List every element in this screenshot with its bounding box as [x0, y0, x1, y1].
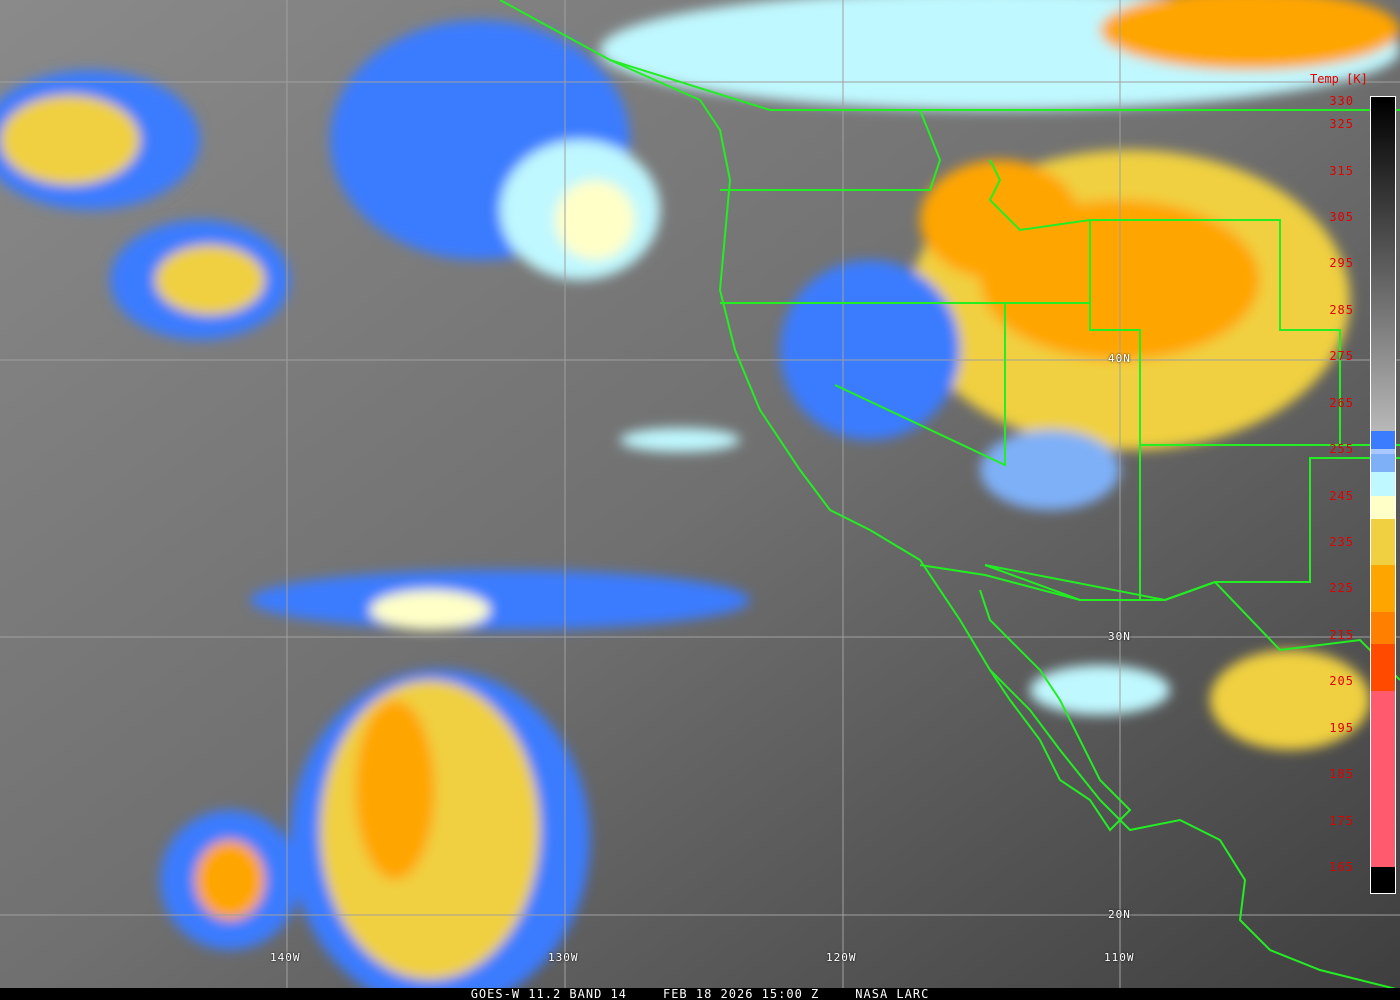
colorbar-tick-label: 245 [1329, 488, 1354, 503]
colorbar-segment [1371, 101, 1395, 431]
longitude-label-140w: 140W [270, 951, 301, 964]
colorbar-tick-label: 255 [1329, 442, 1354, 457]
colorbar-tick-label: 165 [1329, 860, 1354, 874]
colorbar-tick-label: 215 [1329, 627, 1354, 642]
baja-california [979, 589, 1132, 832]
colorbar-tick-label: 305 [1329, 210, 1354, 225]
coastlines-and-borders [499, 0, 1400, 991]
west-coast [499, 0, 1400, 991]
colorbar-segment [1371, 453, 1395, 473]
colorbar-tick-label: 295 [1329, 256, 1354, 271]
latitude-label-40n: 40N [1108, 352, 1131, 365]
longitude-label-110w: 110W [1104, 951, 1135, 964]
temperature-colorbar [1370, 96, 1396, 894]
us-canada-border [609, 59, 1400, 111]
colorbar-segment [1371, 565, 1395, 612]
colorbar-segment [1371, 495, 1395, 519]
longitude-label-120w: 120W [826, 951, 857, 964]
image-caption-bar: GOES-W 11.2 BAND 14 FEB 18 2026 15:00 Z NA… [0, 988, 1400, 1000]
legend-title: Temp [K] [1310, 72, 1368, 86]
colorbar-tick-label: 185 [1329, 767, 1354, 782]
colorbar-segment [1371, 518, 1395, 566]
latitude-label-20n: 20N [1108, 908, 1131, 921]
colorbar-segment [1371, 644, 1395, 691]
nv-border [834, 303, 1006, 467]
id-ut-border [1090, 219, 1341, 445]
colorbar-segment [1371, 430, 1395, 450]
colorbar-tick-label: 175 [1329, 813, 1354, 828]
colorbar-segment [1371, 690, 1395, 867]
colorbar-segment [1371, 611, 1395, 645]
colorbar-segment [1371, 472, 1395, 496]
caption-datetime: FEB 18 2026 15:00 Z [662, 987, 820, 1000]
idaho-border [988, 159, 1091, 232]
colorbar-tick-label: 315 [1329, 163, 1354, 178]
colorbar-tick-label: 275 [1329, 349, 1354, 364]
colorbar-segment [1371, 449, 1395, 454]
caption-source: NASA LARC [855, 987, 930, 1000]
caption-satellite: GOES-W 11.2 BAND 14 [470, 987, 627, 1000]
colorbar-tick-label: 205 [1329, 674, 1354, 689]
state-borders-north [720, 109, 942, 191]
colorbar-tick-label: 330 [1329, 94, 1354, 108]
colorbar-tick-label: 325 [1329, 117, 1354, 132]
latitude-label-30n: 30N [1108, 630, 1131, 643]
colorbar-tick-label: 225 [1329, 581, 1354, 596]
longitude-label-130w: 130W [548, 951, 579, 964]
colorbar-tick-label: 285 [1329, 302, 1354, 317]
ut-az-border [1089, 220, 1400, 446]
colorbar-tick-label: 195 [1329, 720, 1354, 735]
colorbar-tick-label: 265 [1329, 395, 1354, 410]
colorbar-tick-label: 235 [1329, 535, 1354, 550]
mexico-border [919, 564, 1400, 681]
